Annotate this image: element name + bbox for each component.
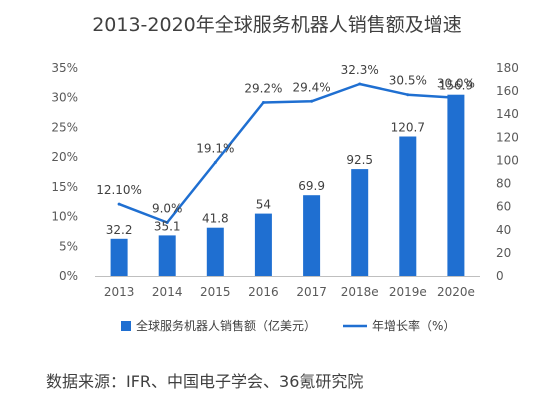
- bar-2014: [158, 235, 176, 276]
- x-tick-label: 2019e: [389, 285, 427, 299]
- bar-value-label: 35.1: [154, 219, 181, 233]
- bar-value-label: 41.8: [202, 212, 229, 226]
- bar-data-labels: 32.2 35.1 41.8 54 69.9 92.5 120.7 156.9: [106, 79, 473, 237]
- growth-line: [118, 82, 456, 224]
- x-tick-label: 2018e: [341, 285, 379, 299]
- bar-value-label: 32.2: [106, 223, 133, 237]
- x-tick-label: 2020e: [437, 285, 475, 299]
- line-value-label: 29.2%: [244, 82, 282, 96]
- right-tick-label: 100: [496, 153, 519, 167]
- left-tick-label: 0%: [59, 269, 78, 283]
- line-point-2014: [165, 221, 169, 224]
- line-value-label: 9.0%: [152, 202, 183, 216]
- bar-value-label: 120.7: [391, 121, 425, 135]
- line-data-labels: 12.10% 9.0% 19.1% 29.2% 29.4% 32.3% 30.5% 30.0%: [96, 63, 475, 216]
- right-tick-label: 120: [496, 130, 519, 144]
- right-tick-label: 60: [496, 200, 511, 214]
- line-point-2013: [117, 202, 121, 206]
- bar-value-label: 69.9: [298, 179, 325, 193]
- bar-2013: [110, 238, 128, 276]
- line-value-label: 29.4%: [293, 80, 331, 94]
- chart-title: 2013-2020年全球服务机器人销售额及增速: [92, 14, 462, 36]
- x-tick-label: 2017: [296, 285, 327, 299]
- bar-value-label: 54: [256, 198, 271, 212]
- right-tick-label: 160: [496, 84, 519, 98]
- bar-2017: [303, 195, 321, 276]
- x-tick-label: 2014: [152, 285, 183, 299]
- bar-2019e: [399, 136, 417, 276]
- x-tick-label: 2013: [104, 285, 135, 299]
- legend: 全球服务机器人销售额（亿美元） 年增长率（%）: [121, 318, 455, 333]
- source-note: 数据来源：IFR、中国电子学会、36氪研究院: [46, 372, 364, 391]
- line-point-2017: [310, 99, 314, 103]
- line-series: [117, 82, 458, 224]
- left-tick-label: 35%: [51, 61, 78, 75]
- right-tick-label: 140: [496, 107, 519, 121]
- line-value-label: 12.10%: [96, 183, 142, 197]
- left-tick-label: 25%: [51, 120, 78, 134]
- line-value-label: 30.5%: [389, 74, 427, 88]
- line-point-2019e: [406, 93, 410, 97]
- right-tick-label: 20: [496, 246, 511, 260]
- x-axis-ticks: 2013 2014 2015 2016 2017 2018e 2019e 2020e: [104, 285, 475, 299]
- line-value-label: 30.0%: [437, 77, 475, 91]
- bar-value-label: 156.9: [439, 79, 473, 93]
- line-value-label: 32.3%: [341, 63, 379, 77]
- legend-bar-label: 全球服务机器人销售额（亿美元）: [136, 318, 316, 333]
- bar-value-label: 92.5: [346, 153, 373, 167]
- legend-line-label: 年增长率（%）: [372, 318, 455, 333]
- left-tick-label: 20%: [51, 150, 78, 164]
- line-point-2015: [213, 161, 217, 164]
- bar-series: [110, 94, 465, 276]
- line-point-2020e: [454, 96, 458, 100]
- right-tick-label: 180: [496, 61, 519, 75]
- left-tick-label: 30%: [51, 91, 78, 105]
- right-axis: 0 20 40 60 80 100 120 140 160 180: [496, 61, 519, 283]
- right-tick-label: 40: [496, 223, 511, 237]
- left-tick-label: 15%: [51, 180, 78, 194]
- right-tick-label: 0: [496, 269, 504, 283]
- left-axis: 0% 5% 10% 15% 20% 25% 30% 35%: [51, 61, 78, 283]
- x-tick-label: 2016: [248, 285, 279, 299]
- left-tick-label: 5%: [59, 239, 78, 253]
- bar-2020e: [447, 94, 465, 276]
- left-tick-label: 10%: [51, 210, 78, 224]
- right-tick-label: 80: [496, 177, 511, 191]
- line-point-2018e: [358, 82, 362, 86]
- bar-2016: [254, 213, 272, 276]
- bar-2015: [206, 227, 224, 276]
- line-value-label: 19.1%: [196, 142, 234, 156]
- x-tick-label: 2015: [200, 285, 231, 299]
- legend-bar-swatch: [121, 321, 131, 331]
- bar-2018e: [351, 169, 369, 276]
- line-point-2016: [261, 101, 265, 104]
